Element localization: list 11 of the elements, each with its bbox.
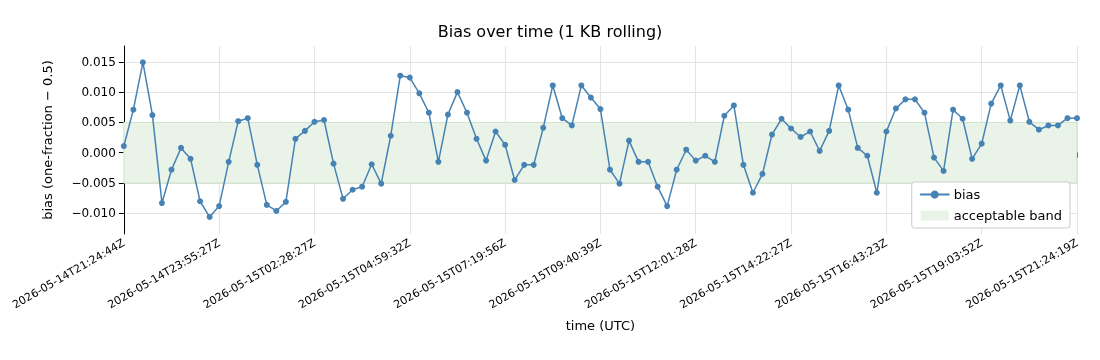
y-tick-label: −0.010 xyxy=(71,206,116,221)
y-tick-label: −0.005 xyxy=(71,176,116,191)
legend-label: acceptable band xyxy=(953,208,1062,223)
y-tick-label: 0.000 xyxy=(81,145,116,160)
chart-title: Bias over time (1 KB rolling) xyxy=(437,21,663,41)
y-tick-label: 0.015 xyxy=(81,54,116,69)
legend-label: bias xyxy=(953,187,981,202)
y-axis-title: bias (one-fraction − 0.5) xyxy=(39,60,55,220)
x-axis-title: time (UTC) xyxy=(565,318,636,333)
y-tick-label: 0.005 xyxy=(81,115,116,130)
y-tick-label: 0.010 xyxy=(81,85,116,100)
